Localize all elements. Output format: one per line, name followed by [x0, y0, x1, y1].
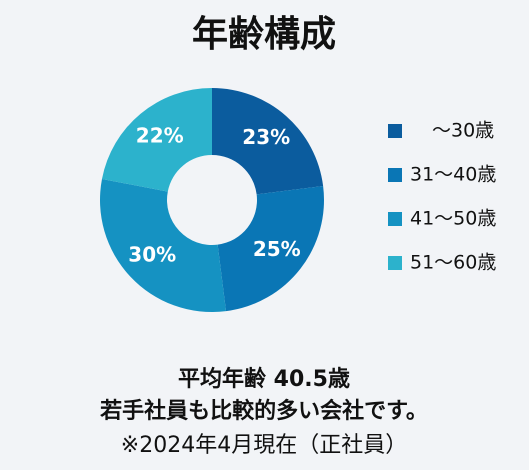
data-label: 22% — [136, 123, 184, 147]
legend-swatch — [388, 212, 402, 226]
data-label: 30% — [128, 243, 176, 267]
annotation: 平均年齢 40.5歳 — [178, 366, 350, 392]
data-label: 23% — [242, 125, 290, 149]
annotation: 若手社員も比較的多い会社です。 — [100, 398, 428, 424]
slice — [101, 88, 212, 192]
legend-label: 〜30歳 — [432, 120, 494, 142]
annotation: ※2024年4月現在（正社員） — [121, 433, 407, 458]
legend-swatch — [388, 124, 402, 138]
slice — [217, 185, 324, 312]
legend-swatch — [388, 168, 402, 182]
data-label: 25% — [253, 237, 301, 261]
legend-label: 31〜40歳 — [410, 164, 496, 186]
legend-label: 51〜60歳 — [410, 252, 496, 274]
legend-label: 41〜50歳 — [410, 208, 496, 230]
legend-swatch — [388, 256, 402, 270]
chart-title: 年齢構成 — [192, 14, 336, 55]
slice — [212, 88, 324, 195]
slice — [100, 179, 227, 312]
